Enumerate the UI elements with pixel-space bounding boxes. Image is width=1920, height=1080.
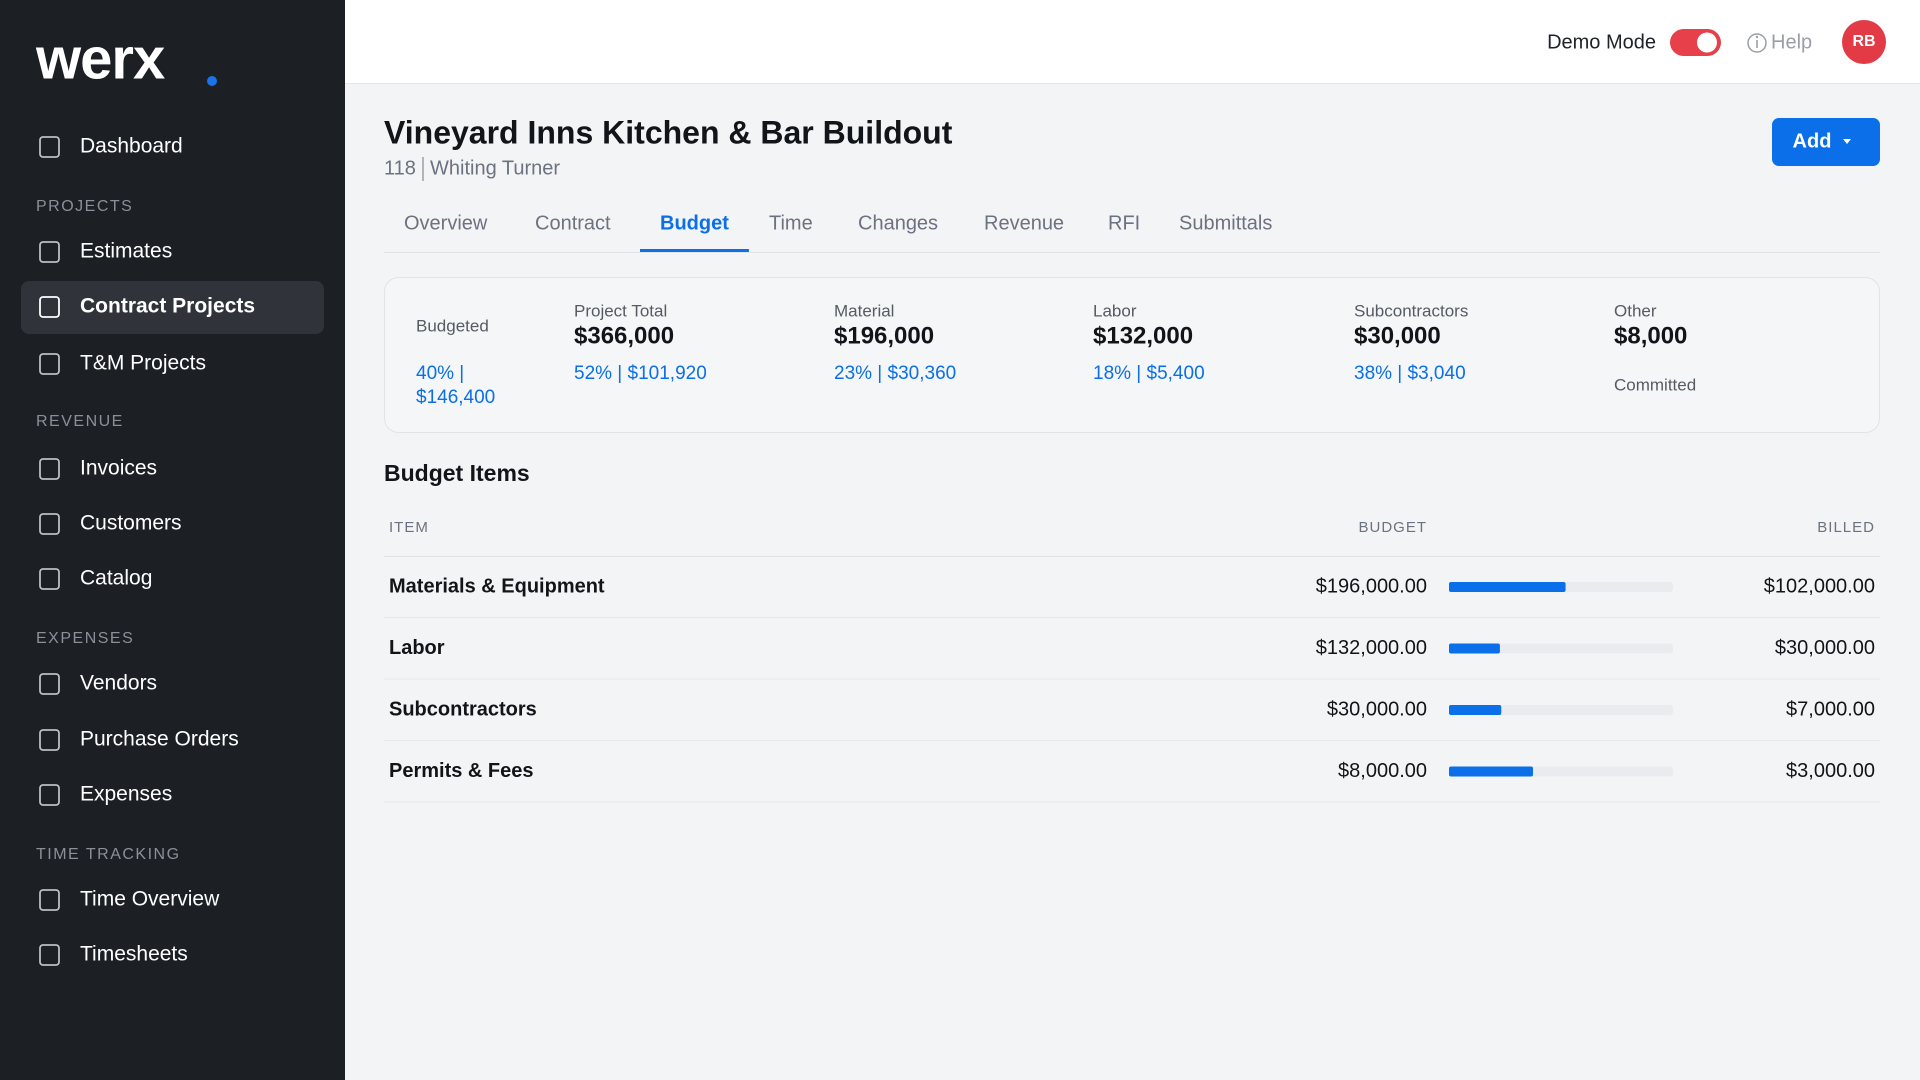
nav-item[interactable]: Estimates xyxy=(80,240,172,263)
nav-section-label: REVENUE xyxy=(36,413,124,430)
nav-item[interactable]: Dashboard xyxy=(80,135,183,158)
nav-item[interactable]: Invoices xyxy=(80,457,157,480)
nav-icon xyxy=(39,241,60,263)
summary-label: Project Total xyxy=(574,301,667,320)
progress-bar xyxy=(1449,582,1566,592)
help-icon[interactable] xyxy=(1747,33,1767,53)
nav-item[interactable]: Time Overview xyxy=(80,888,220,911)
nav-section-label: PROJECTS xyxy=(36,198,133,215)
help-link[interactable]: Help xyxy=(1771,31,1812,53)
nav-icon xyxy=(39,944,60,966)
summary-detail: 38% | $3,040 xyxy=(1354,363,1466,384)
nav-icon xyxy=(39,889,60,911)
nav-item[interactable]: Catalog xyxy=(80,567,152,590)
summary-label: Subcontractors xyxy=(1354,301,1468,320)
progress-track xyxy=(1449,643,1673,654)
nav-icon xyxy=(39,136,60,158)
summary-label: Material xyxy=(834,301,894,320)
summary-card xyxy=(384,277,1880,433)
nav-icon xyxy=(39,296,60,318)
row-billed: $7,000.00 xyxy=(1786,698,1875,720)
nav-item[interactable]: T&M Projects xyxy=(80,352,206,375)
topbar xyxy=(345,0,1920,83)
tab[interactable]: RFI xyxy=(1108,212,1140,234)
summary-value: $366,000 xyxy=(574,322,674,349)
summary-value: $132,000 xyxy=(1093,322,1193,349)
summary-detail: $146,400 xyxy=(416,387,495,408)
nav-section-label: TIME TRACKING xyxy=(36,846,181,863)
nav-item[interactable]: Timesheets xyxy=(80,943,188,966)
row-item: Permits & Fees xyxy=(389,760,534,782)
row-item: Subcontractors xyxy=(389,698,537,720)
tab[interactable]: Contract xyxy=(535,212,611,234)
progress-bar xyxy=(1449,643,1500,654)
nav-icon xyxy=(39,673,60,695)
row-billed: $3,000.00 xyxy=(1786,760,1875,782)
nav-item[interactable]: Customers xyxy=(80,512,182,535)
nav-item[interactable]: Contract Projects xyxy=(80,295,255,318)
row-budget: $196,000.00 xyxy=(1316,575,1427,597)
row-budget: $132,000.00 xyxy=(1316,637,1427,659)
nav-icon xyxy=(39,353,60,375)
tab[interactable]: Overview xyxy=(404,212,488,234)
row-billed: $102,000.00 xyxy=(1764,575,1875,597)
project-client: Whiting Turner xyxy=(430,157,560,179)
demo-mode-label: Demo Mode xyxy=(1547,31,1656,53)
tab[interactable]: Time xyxy=(769,212,813,234)
tab[interactable]: Changes xyxy=(858,212,938,234)
tab[interactable]: Budget xyxy=(660,212,729,234)
nav-active-highlight xyxy=(21,281,324,334)
toggle-knob xyxy=(1697,32,1717,53)
tab[interactable]: Revenue xyxy=(984,212,1064,234)
summary-label: Budgeted xyxy=(416,316,489,335)
project-number: 118 xyxy=(384,157,416,179)
tab[interactable]: Submittals xyxy=(1179,212,1272,234)
nav-section-label: EXPENSES xyxy=(36,630,134,647)
summary-note: Committed xyxy=(1614,375,1696,394)
nav-icon xyxy=(39,568,60,590)
add-button[interactable] xyxy=(1772,118,1880,166)
nav-icon xyxy=(39,784,60,806)
project-title: Vineyard Inns Kitchen & Bar Buildout xyxy=(384,114,953,150)
row-budget: $30,000.00 xyxy=(1327,698,1427,720)
logo-dot xyxy=(207,76,217,86)
nav-icon xyxy=(39,513,60,535)
summary-label: Labor xyxy=(1093,301,1137,320)
summary-value: $30,000 xyxy=(1354,322,1441,349)
summary-value: $196,000 xyxy=(834,322,934,349)
summary-detail: 23% | $30,360 xyxy=(834,363,956,384)
row-item: Materials & Equipment xyxy=(389,575,605,597)
nav-item[interactable]: Vendors xyxy=(80,672,157,695)
add-button-label: Add xyxy=(1793,130,1832,152)
nav-icon xyxy=(39,729,60,751)
nav-item[interactable]: Purchase Orders xyxy=(80,728,239,751)
progress-bar xyxy=(1449,705,1502,715)
logo: werx xyxy=(35,26,165,91)
row-budget: $8,000.00 xyxy=(1338,760,1427,782)
help-icon-dot xyxy=(1755,35,1759,39)
sidebar xyxy=(0,0,345,1080)
row-item: Labor xyxy=(389,637,445,659)
budget-items-title: Budget Items xyxy=(384,460,530,486)
nav-item[interactable]: Expenses xyxy=(80,783,172,806)
summary-label: Other xyxy=(1614,301,1657,320)
summary-value: $8,000 xyxy=(1614,322,1687,349)
summary-detail: 52% | $101,920 xyxy=(574,363,707,384)
column-header: ITEM xyxy=(389,519,429,536)
nav-icon xyxy=(39,458,60,480)
progress-track xyxy=(1449,705,1673,715)
row-billed: $30,000.00 xyxy=(1775,637,1875,659)
column-header: BILLED xyxy=(1817,519,1875,536)
tab-underline xyxy=(640,249,749,252)
avatar-initials: RB xyxy=(1852,33,1875,50)
avatar[interactable] xyxy=(1842,20,1886,64)
progress-bar xyxy=(1449,766,1533,777)
summary-detail: 18% | $5,400 xyxy=(1093,363,1205,384)
summary-detail: 40% | xyxy=(416,363,464,384)
add-caret xyxy=(1843,139,1851,144)
column-header: BUDGET xyxy=(1358,519,1427,536)
